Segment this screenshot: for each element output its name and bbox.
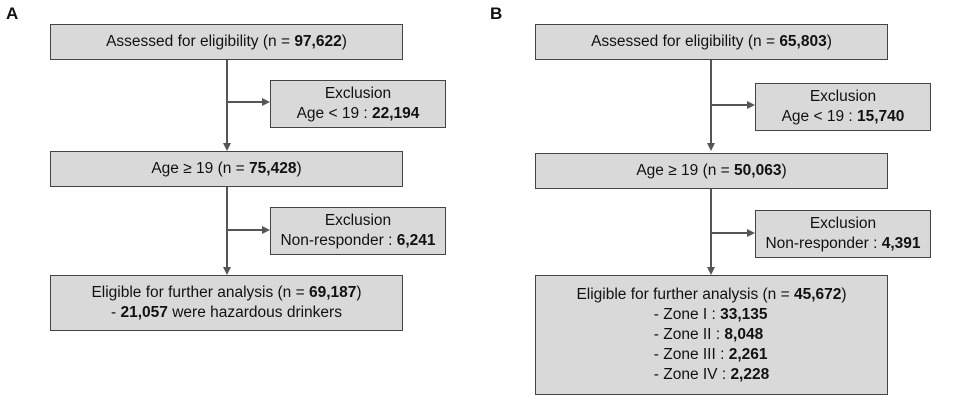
panel-b-branch-2 xyxy=(711,232,748,234)
panel-a-connector-2 xyxy=(226,187,228,267)
panel-b-exclusion-age-title: Exclusion xyxy=(809,88,877,105)
panel-b-exclusion-nonresponder-title: Exclusion xyxy=(809,215,877,232)
panel-a-arrow-right-2 xyxy=(262,226,270,234)
panel-b-label: B xyxy=(490,4,503,23)
panel-a-age-box: Age ≥ 19 (n = 75,428) xyxy=(50,151,403,187)
panel-a-eligible-text: Eligible for further analysis (n = 69,18… xyxy=(91,284,362,301)
panel-b-eligible-text: Eligible for further analysis (n = 45,67… xyxy=(576,286,847,303)
panel-a-arrow-down-2 xyxy=(223,267,231,275)
panel-b-eligible-box: Eligible for further analysis (n = 45,67… xyxy=(535,275,888,395)
panel-b-zone-item: - Zone I : 33,135 xyxy=(653,306,768,323)
panel-a-assessed-text: Assessed for eligibility (n = 97,622) xyxy=(106,33,347,50)
panel-b-branch-1 xyxy=(711,104,748,106)
panel-b-arrow-right-1 xyxy=(747,101,755,109)
panel-a-exclusion-nonresponder-title: Exclusion xyxy=(324,212,392,229)
panel-a-exclusion-nonresponder-text: Non-responder : 6,241 xyxy=(280,232,436,249)
panel-b-assessed-text: Assessed for eligibility (n = 65,803) xyxy=(591,33,832,50)
panel-b-age-box: Age ≥ 19 (n = 50,063) xyxy=(535,153,888,189)
panel-b-zone-item: - Zone II : 8,048 xyxy=(653,326,764,343)
panel-a-eligible-box: Eligible for further analysis (n = 69,18… xyxy=(50,275,403,331)
panel-b-zone-item: - Zone III : 2,261 xyxy=(653,346,768,363)
panel-b-arrow-down-1 xyxy=(707,143,715,151)
panel-b-arrow-down-2 xyxy=(707,267,715,275)
panel-a-exclusion-nonresponder-box: Exclusion Non-responder : 6,241 xyxy=(270,207,446,255)
panel-a-exclusion-age-text: Age < 19 : 22,194 xyxy=(296,105,420,122)
panel-a-exclusion-age-title: Exclusion xyxy=(324,85,392,102)
panel-a-eligible-subtext: - 21,057 were hazardous drinkers xyxy=(111,304,342,321)
panel-a-age-text: Age ≥ 19 (n = 75,428) xyxy=(151,160,302,177)
panel-b-exclusion-age-box: Exclusion Age < 19 : 15,740 xyxy=(755,83,931,131)
panel-a-connector-1 xyxy=(226,60,228,143)
panel-b-exclusion-nonresponder-box: Exclusion Non-responder : 4,391 xyxy=(755,210,931,258)
panel-b-exclusion-nonresponder-text: Non-responder : 4,391 xyxy=(765,235,921,252)
panel-a-arrow-down-1 xyxy=(223,143,231,151)
panel-a-assessed-box: Assessed for eligibility (n = 97,622) xyxy=(50,24,403,60)
panel-a-exclusion-age-box: Exclusion Age < 19 : 22,194 xyxy=(270,80,446,128)
panel-b-exclusion-age-text: Age < 19 : 15,740 xyxy=(781,108,905,125)
panel-b-zone-item: - Zone IV : 2,228 xyxy=(653,366,770,383)
panel-b-connector-1 xyxy=(710,60,712,143)
panel-a-branch-2 xyxy=(227,229,263,231)
panel-a-label: A xyxy=(6,4,19,23)
panel-b-age-text: Age ≥ 19 (n = 50,063) xyxy=(636,162,787,179)
panel-b-arrow-right-2 xyxy=(747,229,755,237)
panel-a-arrow-right-1 xyxy=(262,98,270,106)
panel-b-connector-2 xyxy=(710,189,712,267)
panel-b-assessed-box: Assessed for eligibility (n = 65,803) xyxy=(535,24,888,60)
panel-a-branch-1 xyxy=(227,101,263,103)
panel-b-zone-list: - Zone I : 33,135 - Zone II : 8,048 - Zo… xyxy=(654,305,769,385)
